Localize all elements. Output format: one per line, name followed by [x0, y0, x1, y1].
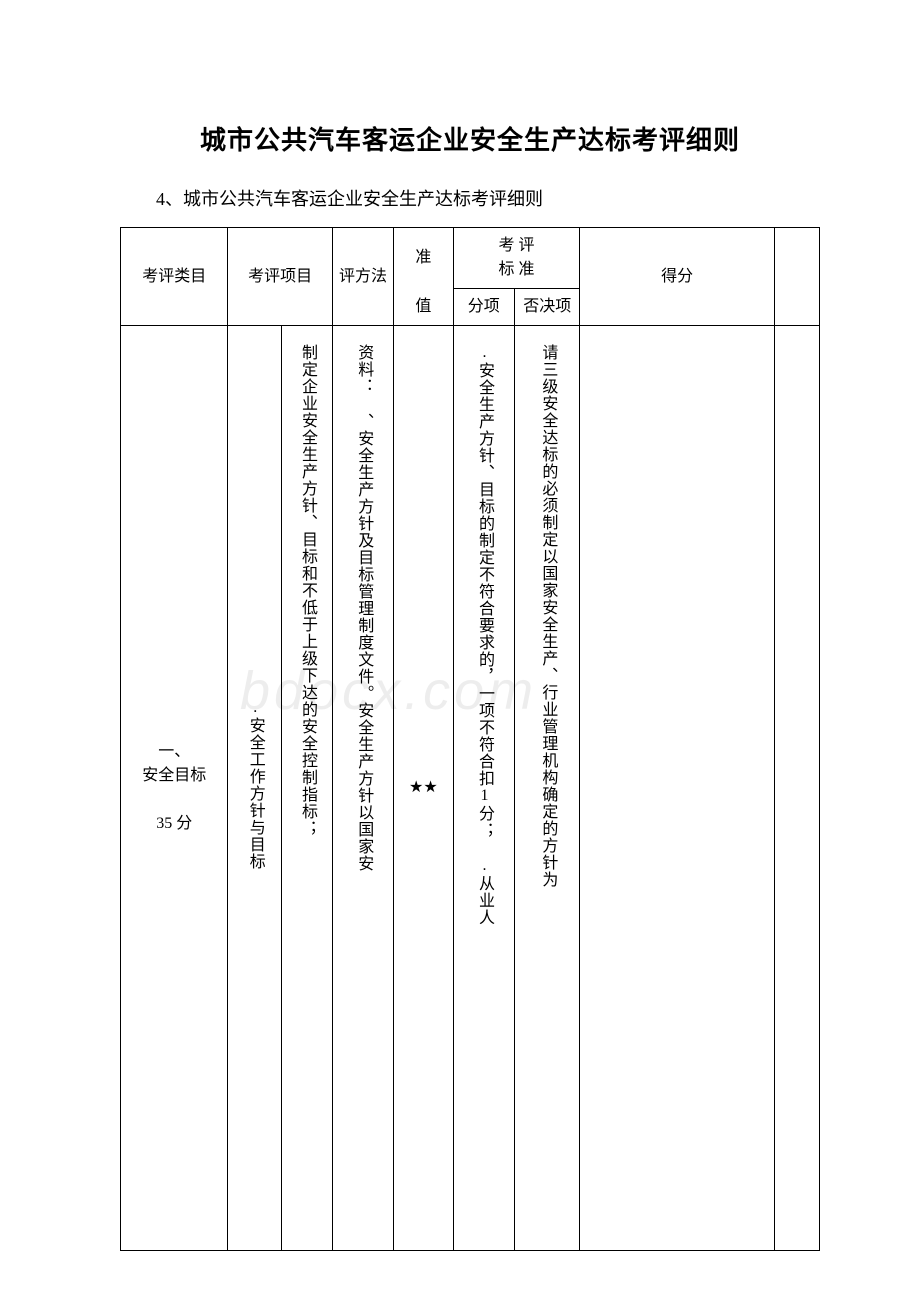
header-subitem: 分项 — [453, 289, 514, 326]
evaluation-table: 考评类目 考评项目 评方法 准 考 评标 准 得分 值 分项 否决项 一、安全目… — [120, 227, 820, 1251]
header-category: 考评类目 — [121, 228, 228, 326]
cell-blank — [774, 326, 819, 1251]
page-title: 城市公共汽车客运企业安全生产达标考评细则 — [120, 120, 820, 157]
cell-method: 资料： 、安全生产方针及目标管理制度文件。安全生产方针以国家安 — [332, 326, 393, 1251]
header-blank — [774, 228, 819, 326]
header-project: 考评项目 — [228, 228, 332, 326]
header-veto: 否决项 — [514, 289, 580, 326]
table-row: 一、安全目标35 分 .安全工作方针与目标 制定企业安全生产方针、目标和不低于上… — [121, 326, 820, 1251]
cell-veto: 请三级安全达标的必须制定以国家安全生产、行业管理机构确定的方针为 — [514, 326, 580, 1251]
header-method: 评方法 — [332, 228, 393, 326]
header-standard-top: 准 — [394, 228, 453, 289]
cell-score — [580, 326, 774, 1251]
header-standard-bot: 值 — [394, 289, 453, 326]
cell-detail: 制定企业安全生产方针、目标和不低于上级下达的安全控制指标； — [281, 326, 332, 1251]
header-criteria-group: 考 评标 准 — [453, 228, 580, 289]
page-subtitle: 4、城市公共汽车客运企业安全生产达标考评细则 — [120, 185, 820, 211]
cell-category: 一、安全目标35 分 — [121, 326, 228, 1251]
cell-project: .安全工作方针与目标 — [228, 326, 281, 1251]
cell-standard: ★★ — [394, 326, 453, 1251]
header-score: 得分 — [580, 228, 774, 326]
cell-subitem: .安全生产方针、目标的制定不符合要求的，一项不符合扣1分； .从业人 — [453, 326, 514, 1251]
table-header-row: 考评类目 考评项目 评方法 准 考 评标 准 得分 — [121, 228, 820, 289]
